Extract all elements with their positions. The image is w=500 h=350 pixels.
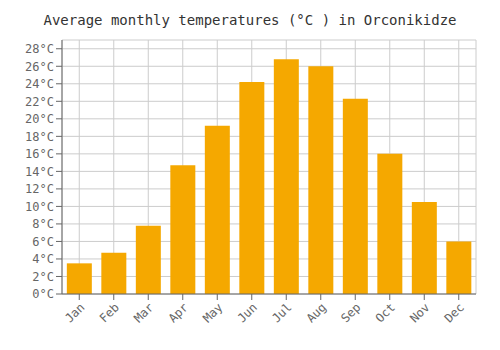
svg-text:20°C: 20°C <box>25 112 54 126</box>
svg-text:12°C: 12°C <box>25 182 54 196</box>
svg-text:8°C: 8°C <box>32 217 54 231</box>
html-text:Average monthly temperatures (: Average monthly temperatures (°C ) in Or… <box>43 12 457 28</box>
svg-text:28°C: 28°C <box>25 42 54 56</box>
svg-text:Feb: Feb <box>97 300 122 325</box>
svg-text:Jun: Jun <box>235 300 260 325</box>
svg-text:2°C: 2°C <box>32 270 54 284</box>
svg-text:Sep: Sep <box>338 300 363 325</box>
svg-text:May: May <box>200 300 225 325</box>
svg-text:24°C: 24°C <box>25 77 54 91</box>
svg-text:Jul: Jul <box>269 300 294 325</box>
svg-text:Oct: Oct <box>373 300 398 325</box>
svg-text:4°C: 4°C <box>32 252 54 266</box>
svg-text:26°C: 26°C <box>25 60 54 74</box>
svg-text:10°C: 10°C <box>25 200 54 214</box>
svg-text:18°C: 18°C <box>25 130 54 144</box>
svg-text:Aug: Aug <box>304 300 329 325</box>
svg-text:Apr: Apr <box>166 300 191 325</box>
svg-text:22°C: 22°C <box>25 95 54 109</box>
svg-text:Jan: Jan <box>62 300 87 325</box>
svg-text:Nov: Nov <box>407 300 432 325</box>
svg-text:0°C: 0°C <box>32 287 54 301</box>
svg-text:Dec: Dec <box>442 300 467 325</box>
svg-text:16°C: 16°C <box>25 147 54 161</box>
svg-text:6°C: 6°C <box>32 235 54 249</box>
svg-text:14°C: 14°C <box>25 165 54 179</box>
svg-text:Mar: Mar <box>131 300 156 325</box>
